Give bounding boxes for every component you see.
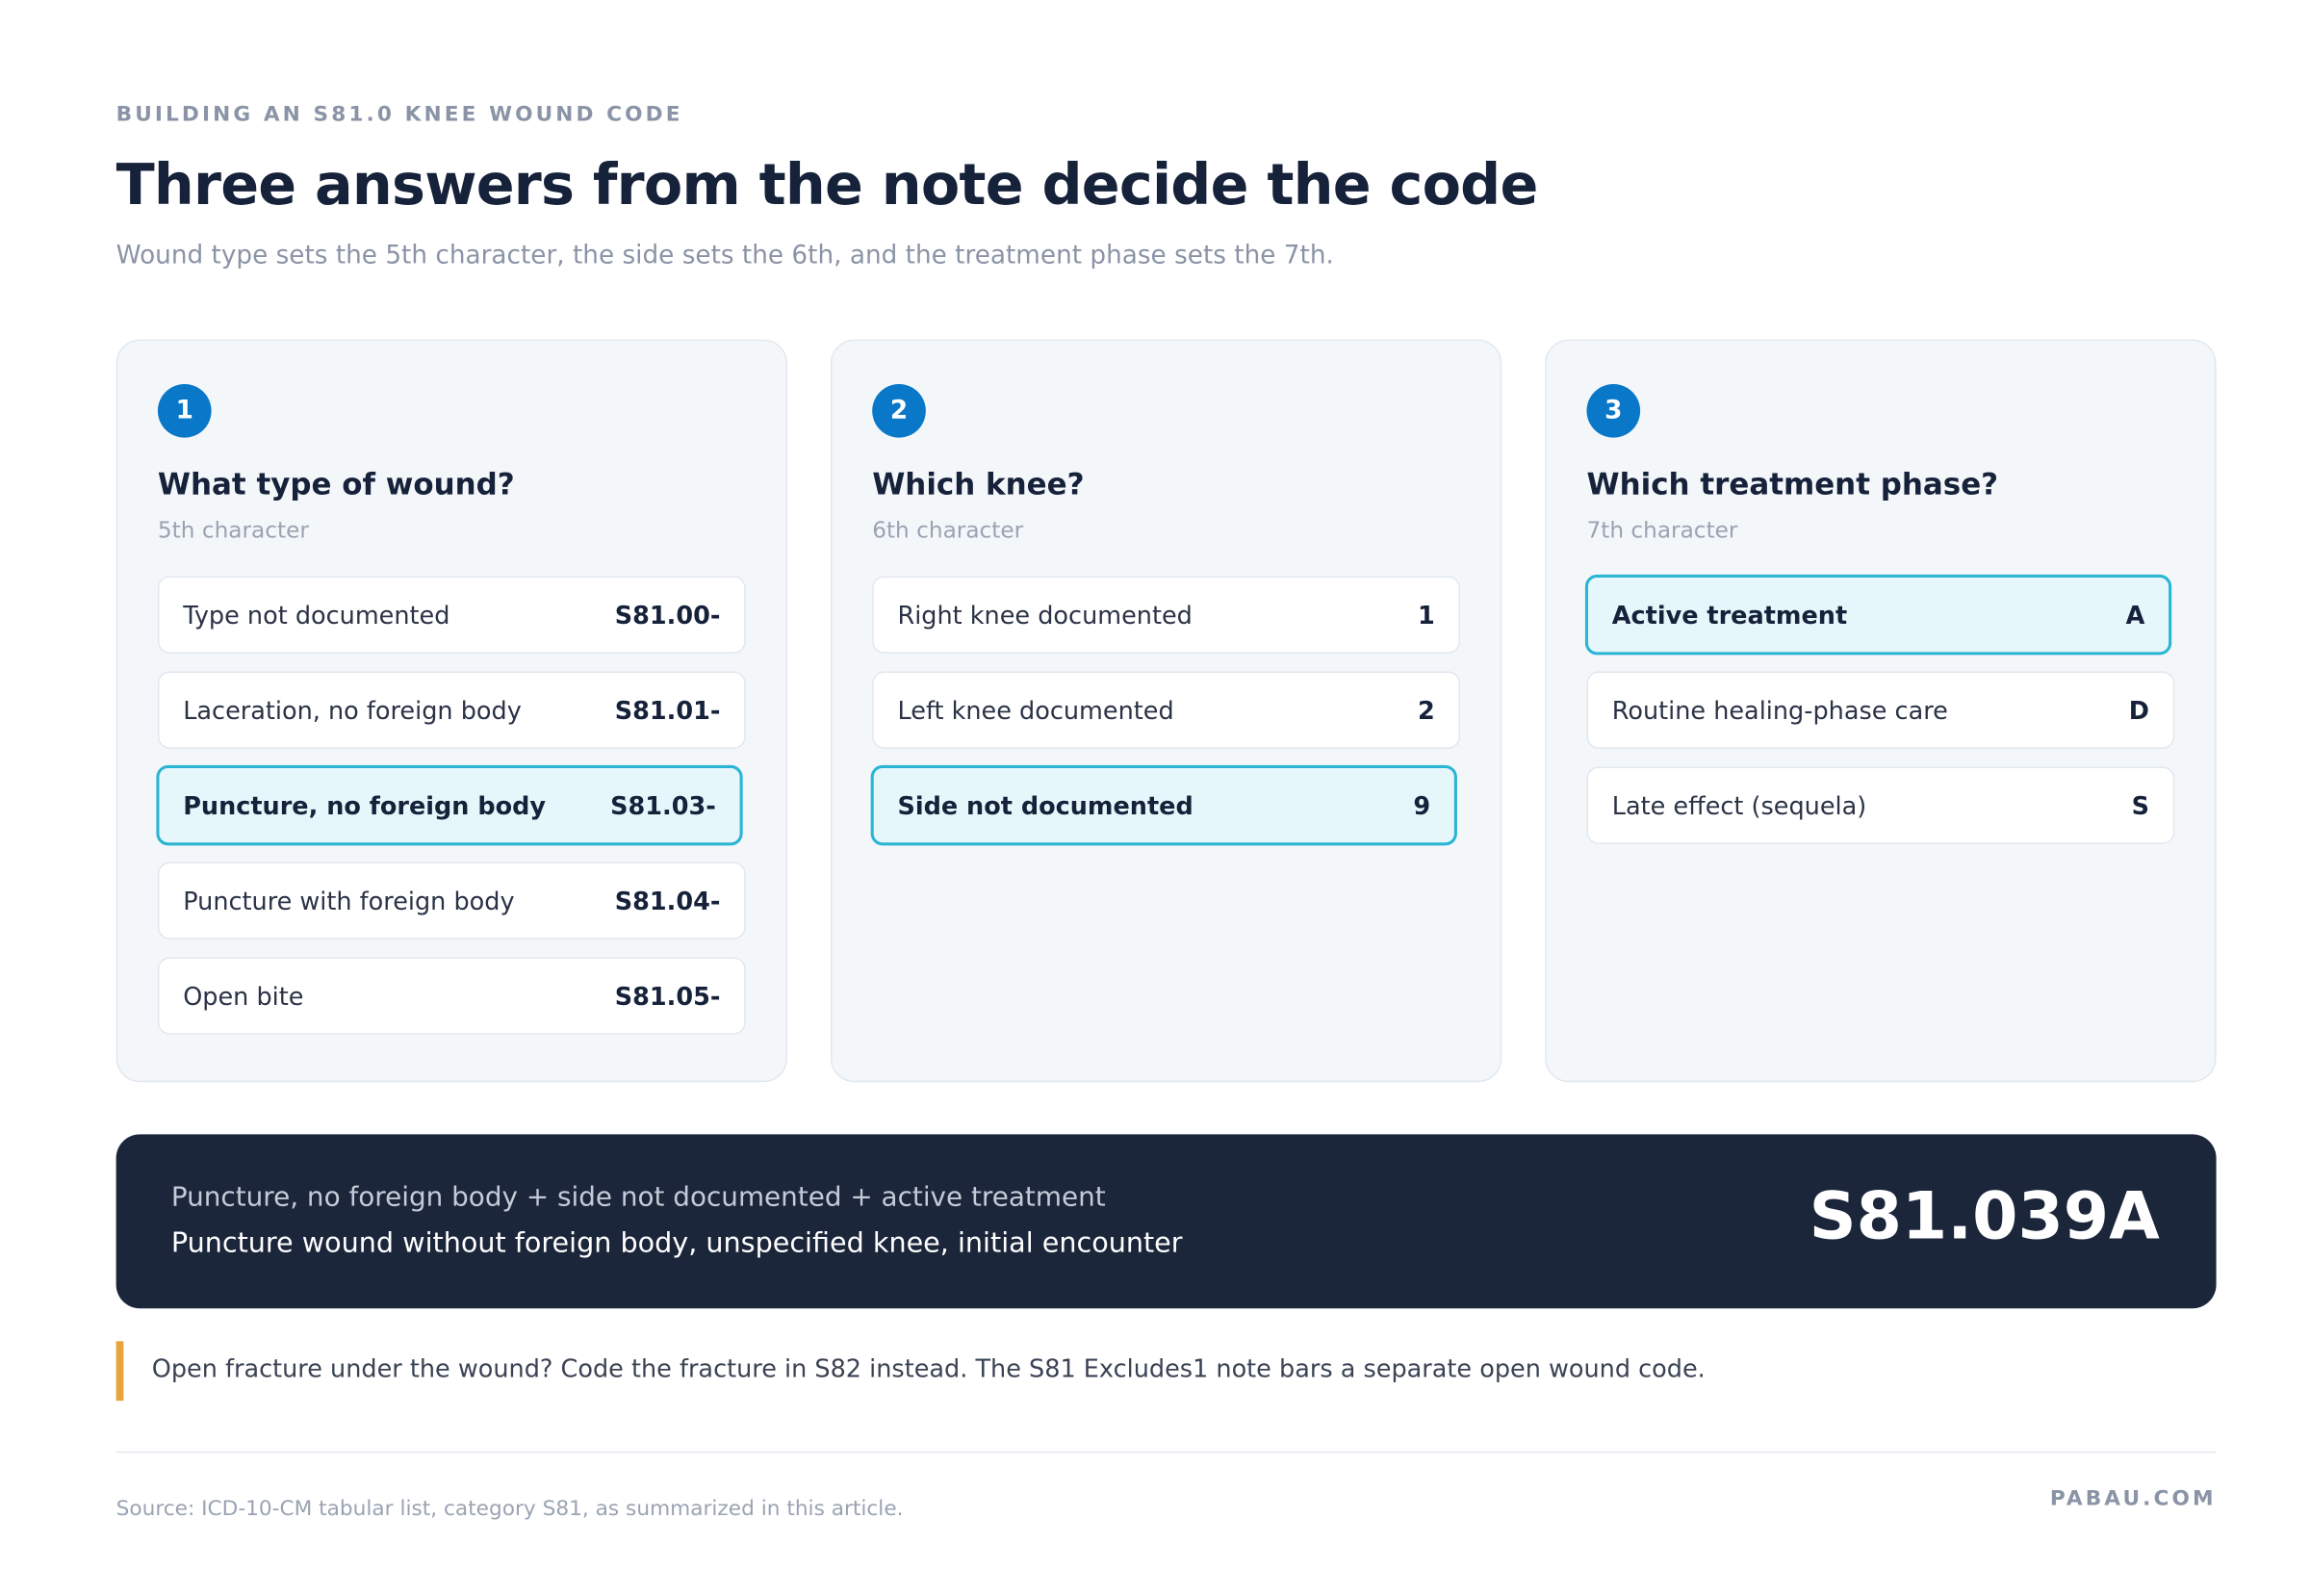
option-label: Side not documented (897, 790, 1194, 820)
option-code: A (2125, 600, 2145, 630)
title: Three answers from the note decide the c… (116, 151, 1539, 218)
result-summary: Puncture, no foreign body + side not doc… (170, 1181, 1106, 1214)
option: Puncture, no foreign body S81.03- (156, 764, 743, 846)
option-code: S81.01- (614, 695, 721, 725)
option: Open bite S81.05- (157, 957, 746, 1035)
option: Type not documented S81.00- (157, 576, 746, 654)
option: Active treatment A (1584, 574, 2172, 656)
option-label: Puncture with foreign body (183, 886, 515, 915)
note-accent (116, 1341, 124, 1402)
option: Laceration, no foreign body S81.01- (157, 671, 746, 749)
option-label: Puncture, no foreign body (183, 790, 547, 820)
option-label: Left knee documented (897, 695, 1174, 725)
step-character: 5th character (157, 516, 309, 544)
note: Open fracture under the wound? Code the … (151, 1354, 1706, 1383)
step-character: 6th character (872, 516, 1024, 544)
result-code: S81.039A (1809, 1178, 2160, 1255)
option: Left knee documented 2 (872, 671, 1461, 749)
option: Side not documented 9 (870, 764, 1457, 846)
step-number: 2 (872, 383, 926, 438)
option-label: Open bite (183, 981, 304, 1011)
result-panel: Puncture, no foreign body + side not doc… (116, 1134, 2217, 1309)
step-card: 1 What type of wound? 5th character Type no… (116, 339, 788, 1083)
option-code: S81.04- (614, 886, 721, 915)
option-code: D (2128, 695, 2150, 725)
eyebrow: BUILDING AN S81.0 KNEE WOUND CODE (116, 102, 683, 127)
option: Late effect (sequela) S (1586, 766, 2175, 844)
step-number: 1 (157, 383, 212, 438)
option-code: S (2131, 790, 2150, 820)
subtitle: Wound type sets the 5th character, the s… (116, 241, 1334, 271)
option-label: Laceration, no foreign body (183, 695, 522, 725)
option-code: 9 (1413, 790, 1431, 820)
option-label: Type not documented (183, 600, 450, 630)
step-question: What type of wound? (157, 466, 515, 502)
step-number: 3 (1586, 383, 1641, 438)
brand: PABAU.COM (2049, 1486, 2217, 1511)
option-code: S81.03- (610, 790, 716, 820)
option-code: S81.05- (614, 981, 721, 1011)
option-code: 2 (1417, 695, 1435, 725)
option: Puncture with foreign body S81.04- (157, 862, 746, 940)
option: Routine healing-phase care D (1586, 671, 2175, 749)
step-character: 7th character (1586, 516, 1738, 544)
result-description: Puncture wound without foreign body, uns… (170, 1227, 1183, 1260)
step-question: Which treatment phase? (1586, 466, 1999, 502)
step-card: 3 Which treatment phase? 7th character Acti… (1545, 339, 2217, 1083)
option-code: S81.00- (614, 600, 721, 630)
option-label: Routine healing-phase care (1611, 695, 1948, 725)
option: Right knee documented 1 (872, 576, 1461, 654)
step-question: Which knee? (872, 466, 1085, 502)
source: Source: ICD-10-CM tabular list, category… (116, 1497, 904, 1522)
divider (116, 1451, 2217, 1454)
option-code: 1 (1417, 600, 1435, 630)
option-label: Right knee documented (897, 600, 1193, 630)
option-label: Late effect (sequela) (1611, 790, 1867, 820)
option-label: Active treatment (1611, 600, 1848, 630)
step-card: 2 Which knee? 6th character Right knee docu… (830, 339, 1502, 1083)
